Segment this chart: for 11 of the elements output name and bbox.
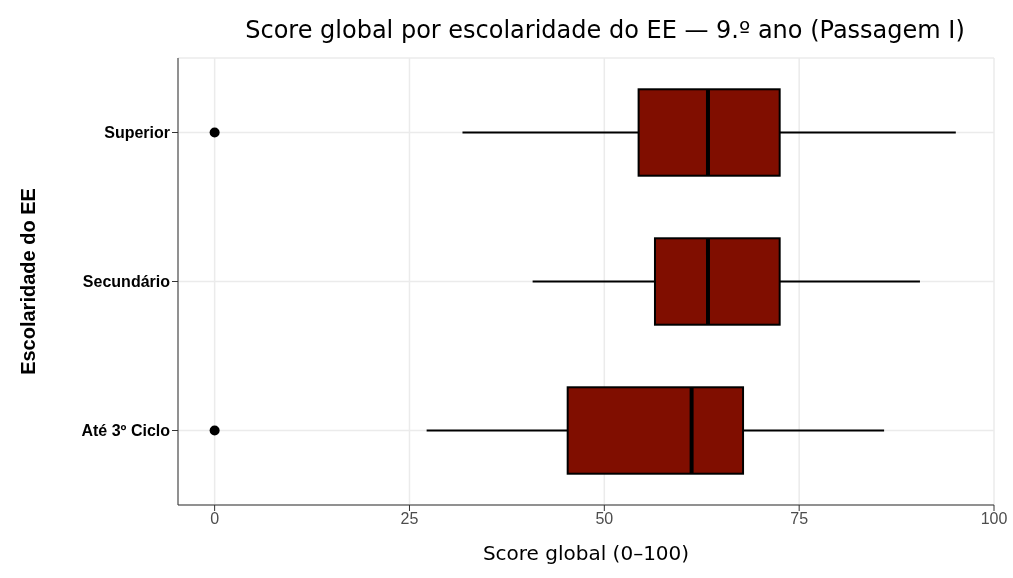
- y-tick-label: Superior: [104, 124, 170, 142]
- y-tick-label: Secundário: [82, 273, 171, 291]
- y-axis-title: Escolaridade do EE: [17, 188, 40, 375]
- x-tick-label: 0: [210, 510, 220, 528]
- x-tick-label: 75: [790, 510, 809, 528]
- chart-title: Score global por escolaridade do EE — 9.º ano (Passagem I): [244, 16, 966, 44]
- x-tick-label: 100: [980, 510, 1008, 528]
- x-axis-title: Score global (0–100): [482, 541, 690, 565]
- x-tick-label: 25: [400, 510, 419, 528]
- x-tick-label: 50: [595, 510, 614, 528]
- y-tick-label: Até 3º Ciclo: [81, 422, 171, 440]
